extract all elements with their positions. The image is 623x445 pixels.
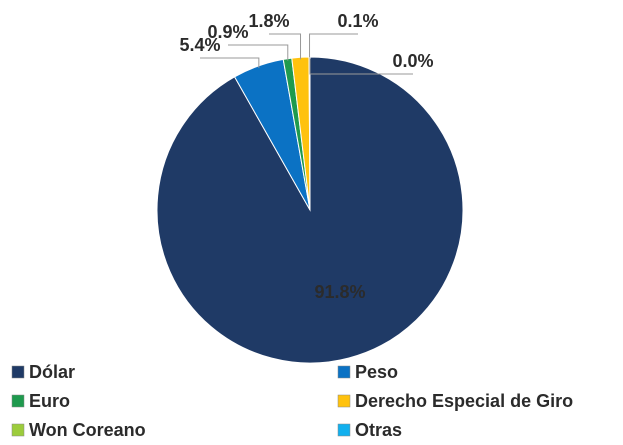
leader-line xyxy=(269,33,302,60)
data-label: 0.0% xyxy=(392,51,433,71)
legend-swatch xyxy=(337,423,351,437)
legend-label: Otras xyxy=(355,420,402,440)
leader-line xyxy=(309,33,358,60)
data-label: 0.9% xyxy=(207,22,248,42)
legend-label: Peso xyxy=(355,362,398,382)
legend-swatch xyxy=(11,394,25,408)
data-label: 5.4% xyxy=(179,35,220,55)
legend-label: Dólar xyxy=(29,362,75,382)
legend-swatch xyxy=(11,365,25,379)
leader-line xyxy=(309,59,413,75)
legend-swatch xyxy=(11,423,25,437)
leader-line xyxy=(228,44,289,61)
data-label: 91.8% xyxy=(314,282,365,302)
legend-swatch xyxy=(337,365,351,379)
legend-label: Euro xyxy=(29,391,70,411)
legend-label: Derecho Especial de Giro xyxy=(355,391,573,411)
data-label: 1.8% xyxy=(248,11,289,31)
legend-label: Won Coreano xyxy=(29,420,146,440)
leader-line xyxy=(200,57,260,68)
legend-swatch xyxy=(337,394,351,408)
data-label: 0.1% xyxy=(337,11,378,31)
